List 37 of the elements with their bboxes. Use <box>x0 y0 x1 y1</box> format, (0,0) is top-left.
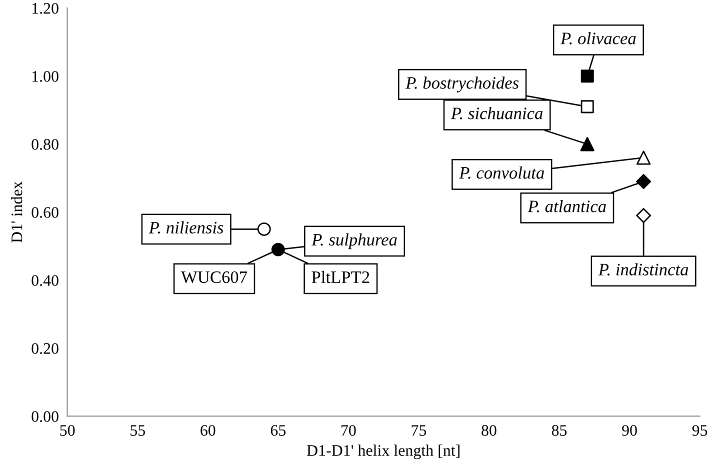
y-tick-label: 0.80 <box>32 139 58 150</box>
text: P. atlantica <box>528 200 606 212</box>
point <box>257 222 271 236</box>
y-tick-label: 0.00 <box>32 411 58 422</box>
x-tick-label: 50 <box>60 425 75 436</box>
point <box>271 242 285 256</box>
x-tick-label: 85 <box>552 425 567 436</box>
x-tick-label: 70 <box>342 425 356 436</box>
annotation: PltLPT2 <box>312 270 370 284</box>
point <box>636 174 652 190</box>
x-tick-label: 95 <box>692 425 708 436</box>
y-tick-label: 0.60 <box>32 207 58 218</box>
y-axis-title: D1' index <box>11 181 22 243</box>
legend-label: P. indistincta <box>598 263 688 276</box>
x-tick-label: 75 <box>412 425 426 436</box>
x-tick-label: 60 <box>200 425 216 436</box>
y-tick-label: 0.40 <box>32 275 58 286</box>
text: P. niliensis <box>148 221 224 234</box>
text: P. sichuanica <box>450 107 543 120</box>
x-tick-label: 65 <box>270 425 286 436</box>
y-tick-label: 1.00 <box>32 70 58 82</box>
series-label: P. sulphurea <box>312 233 397 250</box>
x-tick-label: 90 <box>622 425 637 436</box>
y-tick-label: 1.20 <box>32 2 58 14</box>
text: P. bostrychoides <box>406 76 519 92</box>
x-tick-label: 80 <box>482 425 496 436</box>
x-axis-title: D1-D1' helix length [nt] <box>306 444 460 460</box>
series-label: P. olivacea <box>560 32 636 44</box>
point <box>580 137 594 152</box>
point <box>636 150 651 165</box>
annotation: WUC607 <box>181 271 248 284</box>
point <box>636 208 652 224</box>
point <box>580 70 594 83</box>
y-tick-label: 0.20 <box>32 343 58 354</box>
point <box>580 100 594 114</box>
x-tick-label: 55 <box>130 425 145 436</box>
text: P. convoluta <box>459 166 544 179</box>
